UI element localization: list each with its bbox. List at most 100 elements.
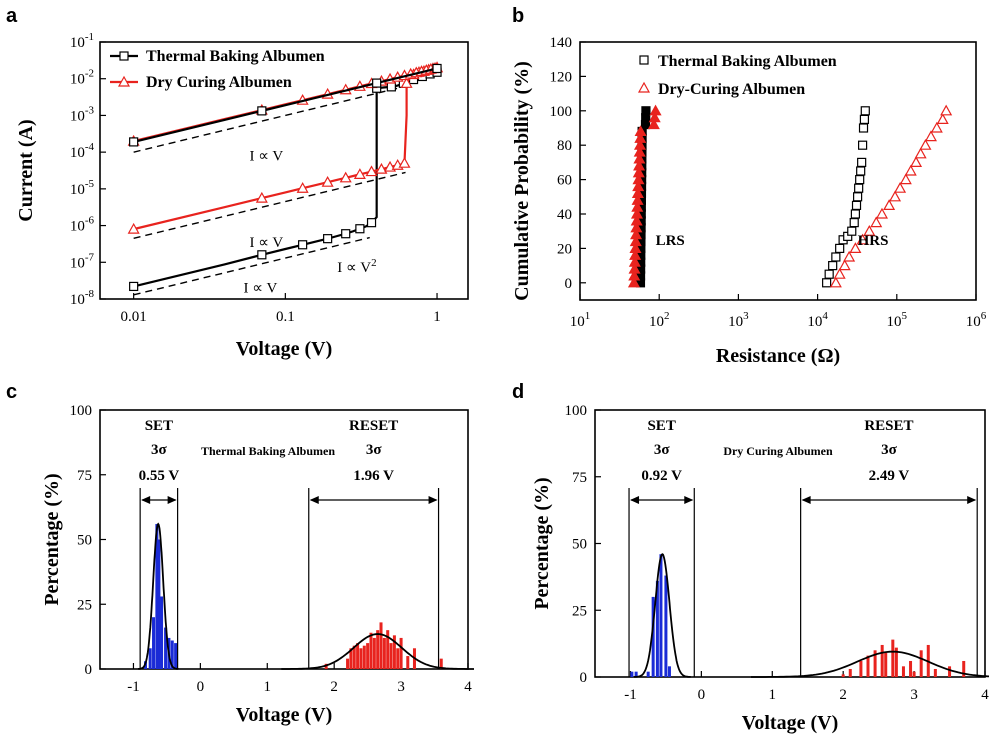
series-marker [127,222,140,234]
lrs-point [633,152,646,164]
hrs-point [851,200,862,210]
x-axis-label: Resistance (Ω) [716,345,840,367]
hrs-point [889,190,902,202]
lrs-point [630,221,643,233]
hrs-point [904,164,917,176]
annotation: I ∝ V [249,148,283,164]
reset-bar [901,666,905,677]
x-tick-label: 0.01 [121,309,147,325]
hrs-point [849,242,862,253]
reset-bar [919,650,923,677]
plot-frame [99,41,469,300]
reset-bar [962,660,966,677]
legend-marker [639,55,649,65]
lrs-point [629,249,642,260]
series-marker [129,137,139,147]
hrs-point [829,276,842,288]
hrs-point [899,173,912,185]
hrs-point [860,106,870,116]
hrs-point [843,250,856,262]
set-bar [651,596,655,677]
reset-bar [352,645,356,669]
hrs-point [857,157,867,167]
lrs-point [632,166,645,178]
y-tick-label: 75 [77,468,92,484]
x-tick-label: 103 [728,310,749,330]
hrs-point [822,278,832,288]
lrs-point [628,269,641,281]
span-sigma: 3σ [881,442,898,458]
hrs-point [824,269,834,279]
span-sigma: 3σ [654,442,671,458]
series-marker [386,82,396,92]
reset-bar [891,639,895,677]
reset-bar [406,656,410,669]
y-tick-label: 10-3 [70,104,95,124]
y-tick-label: 10-4 [70,141,95,161]
reset-bar [439,658,443,669]
set-bar [164,627,168,669]
panel-label-d: d [512,381,524,403]
set-bar [174,643,178,669]
series-marker [366,218,377,228]
inner-title: Dry Curing Albumen [723,444,833,458]
reset-bar [359,648,363,669]
y-tick-label: 10-5 [70,178,95,198]
span-sigma: 3σ [366,442,383,458]
x-tick-label: 102 [649,310,670,330]
y-tick-label: 100 [565,403,588,419]
hrs-point [831,252,841,262]
y-tick-label: 0 [580,670,588,686]
y-tick-label: 60 [557,173,572,189]
reset-bar [379,622,383,669]
panel-a: a 0.01 0.1 1 10-8 10-7 10-6 10-5 10-4 10-3 10-2 10-… [6,5,469,360]
hrs-point [833,267,846,279]
gaussian-fit [751,650,989,678]
plot-frame [579,41,977,301]
x-axis-label: Voltage (V) [236,704,332,726]
lrs-point [631,200,644,212]
series-line [133,66,438,231]
arrow-head [684,496,694,504]
lrs-point [633,159,646,171]
hrs-point [859,114,870,125]
span-value: 1.96 V [353,468,394,484]
lrs-point [634,132,647,143]
y-axis-label: Percentage (%) [41,473,63,605]
panel-label-b: b [512,5,524,27]
y-tick-label: 0 [85,662,93,678]
gaussian-fit [137,522,179,670]
panel-c: c -1 0 1 2 3 4 0 25 50 75 100 SET 3σ 0.55 V RESET 3σ 1.96… [6,381,474,726]
series-marker [129,281,139,292]
hrs-point [940,104,953,116]
lrs-point [633,145,646,157]
fit-line [133,236,370,296]
legend-entry: Dry Curing Albumen [146,74,292,91]
hrs-point [863,224,876,236]
set-bar [155,523,159,669]
series-marker [339,171,352,183]
hrs-point [850,209,860,219]
reset-bar [389,643,393,669]
arrow-head [141,496,151,504]
y-axis-label: Percentage (%) [531,477,553,609]
x-tick-label: 4 [464,679,472,695]
y-axis-label: Cumulative Probability (%) [511,61,533,301]
reset-bar [909,660,913,677]
hrs-point [847,226,857,236]
x-tick-label: -1 [127,679,140,695]
y-tick-label: 25 [77,597,92,613]
reset-bar [349,648,353,669]
span-title: SET [145,418,173,434]
series-marker [257,250,267,260]
y-tick-label: 80 [557,138,572,154]
hrs-point [894,181,907,193]
gaussian-fit [281,633,474,670]
annotation: HRS [858,233,889,249]
hrs-point [883,199,896,210]
hrs-point [914,147,927,159]
hrs-point [838,259,851,271]
lrs-point [628,262,641,274]
annotation: I ∝ V2 [337,257,376,276]
annotation: LRS [656,233,685,249]
